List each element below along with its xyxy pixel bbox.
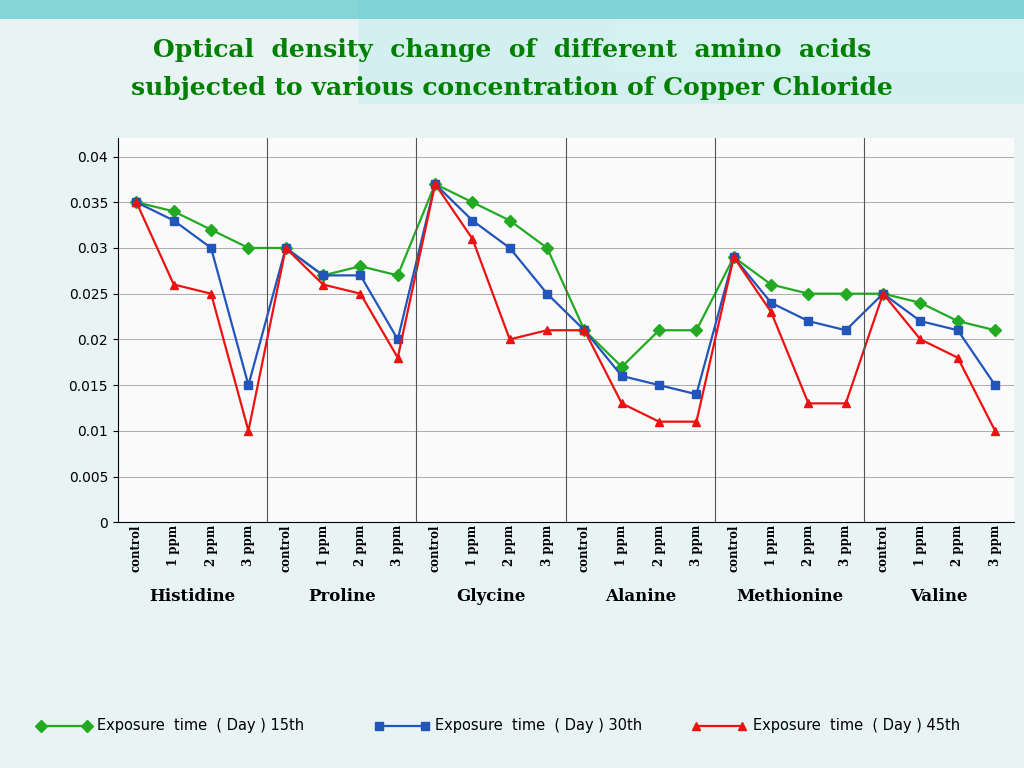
Text: Exposure  time  ( Day ) 30th: Exposure time ( Day ) 30th: [435, 718, 642, 733]
Text: Optical  density  change  of  different  amino  acids: Optical density change of different amin…: [153, 38, 871, 62]
Text: Histidine: Histidine: [150, 588, 236, 604]
Text: Proline: Proline: [308, 588, 376, 604]
Text: Glycine: Glycine: [457, 588, 525, 604]
FancyBboxPatch shape: [358, 0, 1024, 104]
Text: Valine: Valine: [910, 588, 968, 604]
Text: Methionine: Methionine: [736, 588, 844, 604]
Text: Alanine: Alanine: [605, 588, 676, 604]
FancyBboxPatch shape: [614, 0, 1024, 73]
Text: subjected to various concentration of Copper Chloride: subjected to various concentration of Co…: [131, 76, 893, 101]
Text: Exposure  time  ( Day ) 15th: Exposure time ( Day ) 15th: [97, 718, 304, 733]
Text: Exposure  time  ( Day ) 45th: Exposure time ( Day ) 45th: [753, 718, 959, 733]
Bar: [0, 0, 1024, 18]
